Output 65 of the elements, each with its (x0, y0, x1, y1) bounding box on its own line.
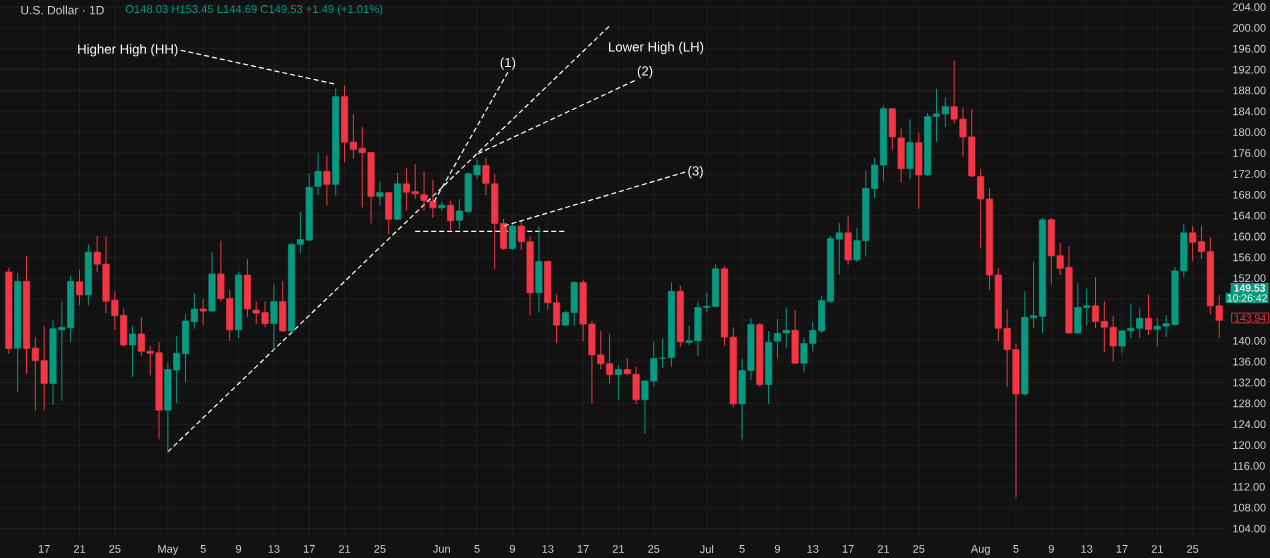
y-tick-label: 116.00 (1233, 462, 1265, 470)
y-tick-label: 120.00 (1233, 441, 1266, 449)
x-tick-label: 25 (374, 545, 386, 553)
x-tick-label: 5 (474, 545, 480, 553)
text: 149.53 (1234, 284, 1266, 292)
x-tick-label: 13 (807, 545, 819, 553)
annotation: 10:26:42 (1227, 294, 1267, 302)
y-tick-label: 156.00 (1233, 253, 1266, 262)
x-tick-label: 9 (774, 545, 780, 553)
y-tick-label: 112.00 (1233, 482, 1265, 491)
y-tick-label: 128.00 (1233, 399, 1266, 408)
x-tick-label: 17 (842, 545, 854, 553)
y-tick-label: 108.00 (1233, 503, 1266, 512)
x-tick-label: 21 (339, 545, 351, 553)
y-tick-label: 132.00 (1233, 378, 1266, 387)
y-tick-label: 188.00 (1233, 86, 1266, 95)
x-tick-label: 25 (1187, 545, 1199, 553)
y-tick-label: 200.00 (1232, 24, 1266, 32)
x-tick-label: 17 (38, 545, 50, 553)
y-tick-label: 104.00 (1233, 524, 1266, 533)
x-tick-label: 25 (109, 545, 121, 553)
x-tick-label: 9 (509, 545, 515, 553)
annotation: (2) (637, 65, 653, 79)
x-tick-label: May (158, 545, 179, 555)
x-tick-label: 21 (1151, 545, 1163, 553)
annotation: Lower High (LH) (609, 41, 704, 55)
text: 143.94 (1234, 314, 1266, 322)
x-tick-label: 17 (577, 545, 589, 553)
x-tick-label: 13 (542, 545, 554, 553)
x-tick-label: 21 (73, 545, 86, 553)
y-tick-label: 168.00 (1233, 190, 1266, 199)
annotation: Higher High (HH) (78, 44, 178, 57)
annotation: (3) (688, 165, 703, 179)
x-tick-label: 21 (877, 545, 890, 553)
y-tick-label: 140.00 (1233, 336, 1266, 345)
y-tick-label: 196.00 (1233, 44, 1266, 53)
y-tick-label: 204.00 (1232, 3, 1266, 11)
x-tick-label: 5 (739, 545, 745, 553)
x-tick-label: 25 (648, 545, 660, 553)
y-tick-label: 176.00 (1233, 149, 1266, 157)
x-tick-label: 13 (1081, 545, 1093, 553)
x-tick-label: 5 (200, 545, 206, 553)
x-tick-label: 13 (268, 545, 280, 553)
x-tick-label: 5 (1013, 545, 1019, 553)
x-tick-label: 17 (303, 545, 315, 553)
y-tick-label: 164.00 (1233, 211, 1266, 220)
y-tick-label: 172.00 (1233, 170, 1266, 178)
x-tick-label: Jun (433, 545, 450, 553)
y-tick-label: 184.00 (1233, 107, 1266, 116)
x-tick-label: 9 (235, 545, 242, 553)
y-tick-label: 136.00 (1233, 357, 1266, 366)
chart-subtitle: O148.03 H153.45 L144.69 C149.53 +1.49 (+1.01%) (125, 4, 383, 16)
x-tick-label: 9 (1048, 545, 1054, 553)
y-tick-label: 160.00 (1233, 232, 1266, 241)
chart-title: U.S. Dollar · 1D (21, 5, 104, 15)
x-tick-label: Jul (699, 545, 714, 554)
x-tick-label: Aug (970, 545, 990, 555)
annotation: (1) (500, 57, 516, 70)
x-tick-label: 25 (913, 545, 925, 553)
x-tick-label: 21 (612, 545, 624, 553)
x-tick-label: 17 (1116, 545, 1128, 553)
y-tick-label: 180.00 (1233, 128, 1266, 137)
y-tick-label: 192.00 (1233, 65, 1266, 74)
y-tick-label: 124.00 (1233, 420, 1266, 429)
y-tick-label: 152.00 (1233, 274, 1266, 283)
